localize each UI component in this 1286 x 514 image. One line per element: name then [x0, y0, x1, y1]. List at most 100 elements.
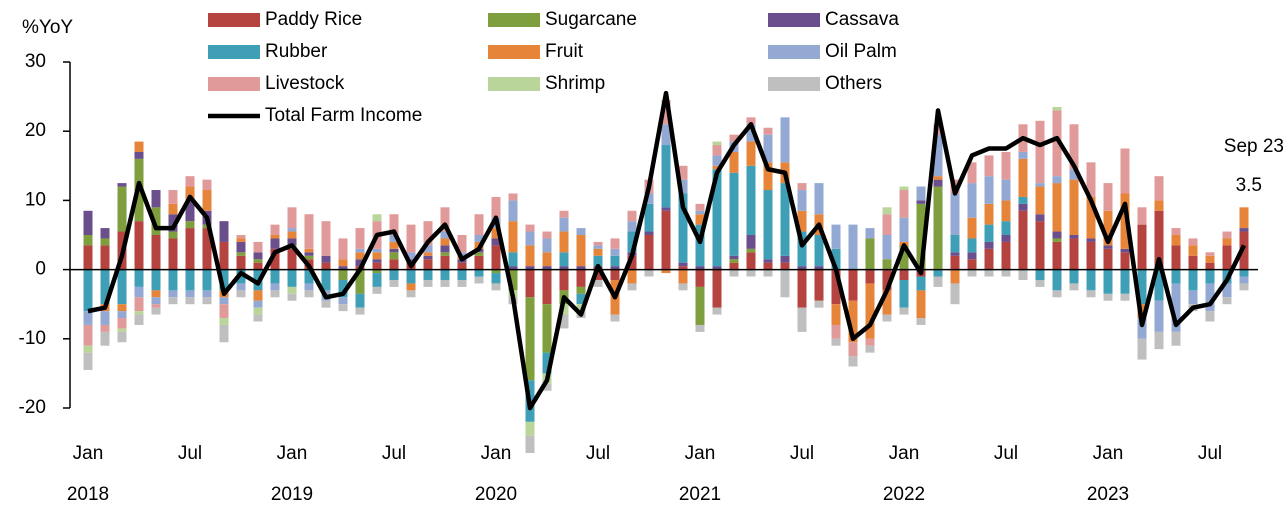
y-tick-label: 0 — [35, 259, 46, 280]
bar — [270, 224, 280, 235]
bar — [984, 248, 994, 270]
bar — [1188, 255, 1198, 270]
bar — [661, 269, 671, 274]
x-tick-label: Jan — [481, 443, 512, 464]
bar — [661, 207, 671, 211]
bar — [882, 314, 892, 322]
bar — [610, 238, 620, 249]
bar — [474, 235, 484, 242]
bar — [729, 151, 739, 173]
data-label: 3.5 — [1236, 175, 1262, 196]
bar — [355, 269, 365, 294]
bar — [542, 238, 552, 253]
bar — [610, 266, 620, 270]
bar — [627, 210, 637, 222]
x-group-label: 2019 — [271, 484, 313, 505]
bar — [219, 269, 229, 291]
bar — [950, 252, 960, 256]
legend-label: Rubber — [265, 41, 328, 62]
bar — [763, 134, 773, 163]
bar — [185, 290, 195, 298]
bar — [933, 269, 943, 277]
bar — [440, 238, 450, 246]
bar — [457, 269, 467, 280]
bar — [219, 241, 229, 270]
bar — [491, 283, 501, 291]
bar — [1120, 293, 1130, 301]
bar — [168, 190, 178, 204]
bar — [491, 228, 501, 239]
bar — [559, 210, 569, 218]
bar — [559, 266, 569, 270]
y-tick-label: -10 — [19, 328, 46, 349]
bar — [83, 269, 93, 312]
bar — [1222, 297, 1232, 305]
bar — [440, 279, 450, 287]
bar — [83, 235, 93, 246]
bar — [372, 273, 382, 287]
bar — [1239, 231, 1249, 270]
bar — [950, 269, 960, 284]
bar — [389, 248, 399, 253]
bar — [916, 276, 926, 291]
bar — [678, 266, 688, 270]
bar — [236, 255, 246, 270]
bar — [457, 235, 467, 253]
bar — [848, 300, 858, 343]
bar — [117, 186, 127, 232]
bar — [712, 169, 722, 267]
bar — [304, 214, 314, 249]
bar — [1069, 283, 1079, 291]
bar — [1052, 176, 1062, 184]
bar — [882, 290, 892, 315]
bar — [389, 269, 399, 280]
bar — [1171, 228, 1181, 235]
bar — [1137, 224, 1147, 270]
bar — [967, 162, 977, 184]
bar — [746, 269, 756, 277]
bar — [899, 245, 909, 270]
bar — [797, 269, 807, 308]
bar — [1154, 200, 1164, 211]
bar — [287, 286, 297, 294]
bar — [134, 221, 144, 270]
bar — [865, 338, 875, 346]
bar — [1154, 210, 1164, 270]
bar — [440, 207, 450, 232]
legend-label: Others — [825, 73, 882, 94]
x-tick-label: Jan — [1093, 443, 1124, 464]
bar — [1239, 269, 1249, 277]
bar — [610, 255, 620, 267]
bar — [100, 331, 110, 346]
bar — [168, 290, 178, 298]
bar — [457, 279, 467, 287]
bar — [1120, 148, 1130, 194]
bar — [797, 190, 807, 211]
bar — [746, 141, 756, 166]
bar — [372, 286, 382, 294]
bar — [763, 262, 773, 270]
bar — [185, 228, 195, 270]
bar — [287, 238, 297, 246]
bar — [1171, 283, 1181, 332]
bar — [134, 297, 144, 312]
bar — [202, 190, 212, 211]
bar — [525, 245, 535, 267]
bar — [253, 241, 263, 253]
bar — [1171, 331, 1181, 346]
bar — [338, 304, 348, 312]
bar — [865, 283, 875, 339]
bar — [848, 342, 858, 357]
bar — [1154, 331, 1164, 350]
bar — [423, 279, 433, 287]
y-tick-label: 10 — [25, 189, 46, 210]
bar — [1137, 338, 1147, 360]
bar — [627, 231, 637, 253]
bar — [1120, 252, 1130, 270]
bar — [746, 165, 756, 235]
bar — [967, 217, 977, 239]
legend-swatch — [488, 77, 540, 91]
bar — [406, 252, 416, 260]
y-tick-label: -20 — [19, 397, 46, 418]
bar — [678, 269, 688, 284]
